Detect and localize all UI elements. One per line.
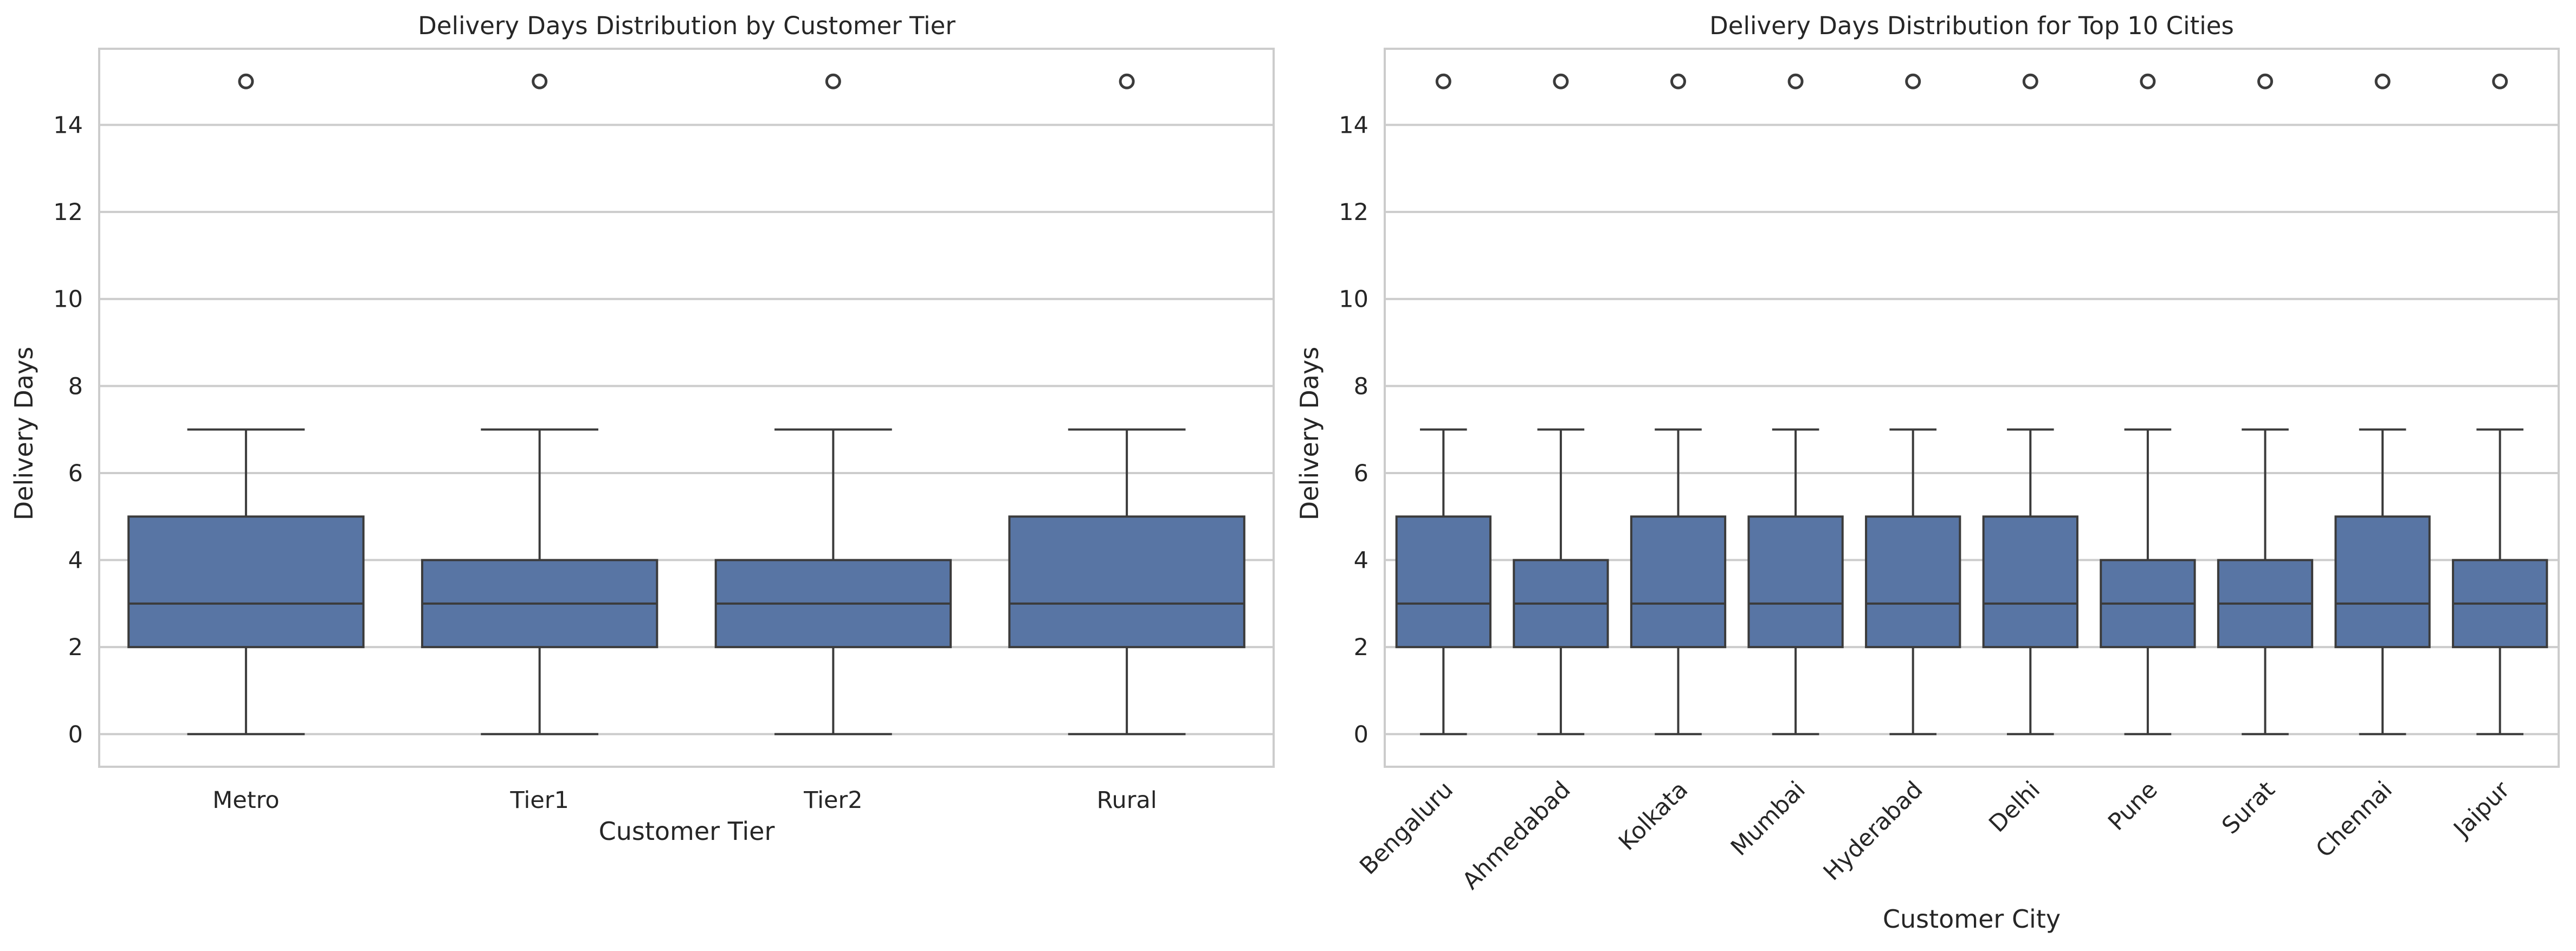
tier-chart-title: Delivery Days Distribution by Customer T… xyxy=(418,11,955,40)
tier-x-ticks: Metro Tier1 Tier2 Rural xyxy=(212,787,1157,814)
city-chart-title: Delivery Days Distribution for Top 10 Ci… xyxy=(1709,11,2234,40)
tier-y-tick-label: 10 xyxy=(53,286,83,313)
city-box-surat xyxy=(2217,73,2314,735)
tier-y-tick-label: 2 xyxy=(68,634,83,661)
outlier-point xyxy=(1435,73,1451,89)
city-box-ahmedabad xyxy=(1513,73,1609,735)
outlier-point xyxy=(532,73,548,89)
outlier-point xyxy=(2022,73,2038,89)
city-x-axis-label: Customer City xyxy=(1883,904,2061,934)
tier-plot-frame xyxy=(98,48,1275,768)
tier-y-tick-label: 6 xyxy=(68,460,83,487)
outlier-point xyxy=(1905,73,1921,89)
tier-x-tick-label: Tier1 xyxy=(509,787,569,814)
iqr-box xyxy=(1008,515,1245,649)
outlier-point xyxy=(825,73,841,89)
city-box-delhi xyxy=(1982,73,2078,735)
tier-x-tick-label: Metro xyxy=(212,787,279,814)
tier-box-tier1 xyxy=(421,73,658,735)
tier-y-ticks: 0 2 4 6 8 10 12 14 xyxy=(53,112,83,748)
tier-box-tier2 xyxy=(714,73,952,735)
city-box-pune xyxy=(2100,73,2196,735)
city-y-tick-label: 6 xyxy=(1354,460,1368,487)
tier-y-axis-label: Delivery Days xyxy=(9,347,38,520)
tier-boxes xyxy=(127,73,1245,735)
outlier-point xyxy=(2140,73,2156,89)
city-y-tick-label: 0 xyxy=(1354,721,1368,748)
iqr-box xyxy=(2334,515,2431,649)
city-boxes xyxy=(1395,73,2548,735)
city-box-kolkata xyxy=(1630,73,1727,735)
tier-y-tick-label: 4 xyxy=(68,547,83,574)
city-y-tick-label: 4 xyxy=(1354,547,1368,574)
city-y-tick-label: 10 xyxy=(1339,286,1368,313)
outlier-point xyxy=(2374,73,2391,89)
city-box-bengaluru xyxy=(1395,73,1492,735)
outlier-point xyxy=(1670,73,1686,89)
tier-x-tick-label: Rural xyxy=(1097,787,1157,814)
tier-y-tick-label: 0 xyxy=(68,721,83,748)
tier-x-axis-label: Customer Tier xyxy=(599,817,775,846)
outlier-point xyxy=(238,73,254,89)
iqr-box xyxy=(1747,515,1844,649)
outlier-point xyxy=(1787,73,1804,89)
tier-y-tick-label: 12 xyxy=(53,199,83,226)
iqr-box xyxy=(1395,515,1492,649)
city-box-chennai xyxy=(2334,73,2431,735)
city-y-tick-label: 8 xyxy=(1354,373,1368,400)
outlier-point xyxy=(1553,73,1569,89)
city-box-mumbai xyxy=(1747,73,1844,735)
city-y-tick-label: 12 xyxy=(1339,199,1368,226)
tier-y-tick-label: 14 xyxy=(53,112,83,139)
iqr-box xyxy=(1982,515,2078,649)
outlier-point xyxy=(2257,73,2273,89)
city-plot-frame xyxy=(1384,48,2560,768)
city-y-tick-label: 2 xyxy=(1354,634,1368,661)
outlier-point xyxy=(2492,73,2508,89)
city-y-ticks: 0 2 4 6 8 10 12 14 xyxy=(1339,112,1368,748)
tier-box-metro xyxy=(127,73,365,735)
tier-x-tick-label: Tier2 xyxy=(803,787,862,814)
tier-boxplot-panel: 0 2 4 6 8 10 12 14 Metro Tier1 Tier2 Rural Deliver… xyxy=(9,11,1275,846)
iqr-box xyxy=(127,515,365,649)
iqr-box xyxy=(1630,515,1727,649)
tier-y-tick-label: 8 xyxy=(68,373,83,400)
outlier-point xyxy=(1119,73,1135,89)
city-y-tick-label: 14 xyxy=(1339,112,1368,139)
city-y-axis-label: Delivery Days xyxy=(1295,347,1324,520)
city-box-jaipur xyxy=(2452,73,2548,735)
tier-box-rural xyxy=(1008,73,1245,735)
iqr-box xyxy=(1865,515,1961,649)
city-box-hyderabad xyxy=(1865,73,1961,735)
